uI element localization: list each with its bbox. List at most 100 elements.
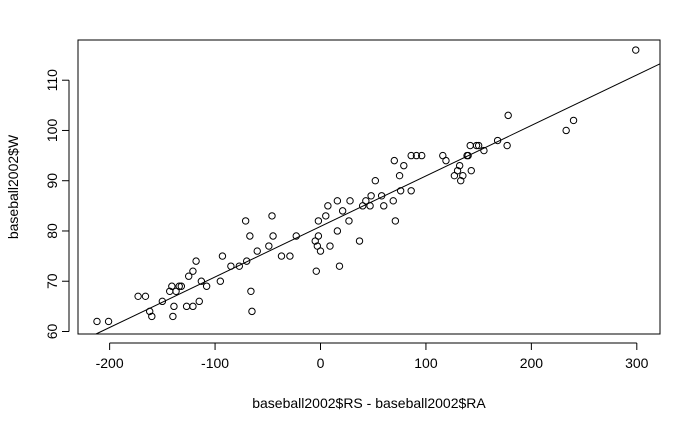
data-point [189, 267, 197, 275]
data-point [312, 267, 320, 275]
x-tick-label: -200 [96, 355, 124, 371]
data-point [246, 232, 254, 240]
x-tick-label: -100 [201, 355, 229, 371]
data-point [218, 252, 227, 260]
data-point [242, 257, 251, 265]
regression-line-layer [95, 63, 661, 335]
data-point [93, 317, 101, 326]
data-point [480, 146, 488, 155]
data-point [145, 307, 154, 316]
data-point [253, 247, 261, 255]
data-point [322, 212, 330, 220]
data-point [377, 192, 386, 200]
x-axis: -200 -100 0 100 200 300 [96, 342, 649, 371]
data-point [464, 151, 472, 160]
data-point [235, 262, 244, 270]
data-point [170, 302, 178, 311]
regression-line [95, 63, 661, 335]
data-point [562, 126, 570, 135]
data-point [202, 282, 211, 290]
data-point [227, 262, 235, 270]
data-point [335, 262, 344, 270]
y-tick-label: 110 [44, 69, 60, 92]
data-point [314, 217, 323, 225]
plot-frame [77, 39, 661, 335]
data-point [362, 197, 370, 205]
data-point [390, 156, 399, 165]
y-tick-label: 60 [44, 323, 60, 339]
data-point [168, 282, 176, 290]
data-point [418, 151, 426, 160]
data-point [407, 151, 415, 160]
data-point [265, 242, 273, 250]
data-point [474, 141, 483, 150]
data-point [396, 187, 405, 195]
data-point [367, 192, 375, 200]
data-point [389, 197, 397, 205]
x-tick-label: 0 [317, 355, 325, 371]
data-point [182, 302, 191, 311]
data-point [472, 141, 481, 150]
y-axis-title: baseball2002$W [5, 134, 21, 239]
data-point [169, 312, 177, 321]
data-point [158, 297, 167, 306]
data-point [504, 111, 512, 120]
data-point [569, 116, 578, 125]
data-point [455, 161, 464, 170]
data-point [391, 217, 400, 225]
x-tick-label: 100 [414, 355, 438, 371]
data-point [333, 197, 342, 205]
data-point [324, 202, 332, 210]
data-point [345, 217, 353, 225]
data-point [247, 287, 255, 295]
data-point [371, 177, 380, 185]
x-axis-title: baseball2002$RS - baseball2002$RA [252, 395, 486, 411]
data-point [277, 252, 286, 260]
data-point [177, 282, 186, 290]
data-point [457, 177, 465, 185]
data-points-layer [93, 46, 640, 326]
data-point [195, 297, 203, 306]
data-point [412, 151, 421, 160]
data-point [493, 136, 502, 145]
data-point [192, 257, 200, 265]
data-point [141, 292, 150, 301]
data-point [338, 207, 347, 215]
data-point [453, 166, 462, 175]
data-point [355, 237, 364, 245]
data-point [268, 212, 276, 220]
data-point [134, 292, 142, 301]
data-point [366, 202, 374, 210]
data-point [175, 282, 183, 290]
data-point [467, 166, 475, 175]
data-point [346, 197, 354, 205]
data-point [185, 272, 193, 280]
data-point [314, 232, 323, 240]
data-point [316, 247, 325, 255]
data-point [459, 171, 467, 180]
data-point [104, 317, 113, 326]
y-tick-label: 100 [44, 119, 60, 143]
data-point [503, 141, 511, 150]
data-point [248, 307, 256, 316]
data-point [400, 161, 408, 170]
data-point [442, 156, 450, 165]
x-tick-label: 200 [520, 355, 544, 371]
data-point [148, 312, 156, 321]
data-point [269, 232, 277, 240]
data-point [395, 171, 404, 180]
y-tick-label: 90 [44, 173, 60, 189]
y-tick-label: 70 [44, 273, 60, 289]
y-tick-label: 80 [44, 223, 60, 239]
data-point [380, 202, 388, 210]
data-point [292, 232, 300, 240]
data-point [326, 242, 334, 250]
data-point [189, 302, 197, 311]
x-tick-label: 300 [625, 355, 649, 371]
data-point [407, 187, 415, 195]
data-point [216, 277, 225, 285]
data-point [241, 217, 250, 225]
y-axis: 60 70 80 90 100 110 [44, 69, 70, 339]
data-point [333, 227, 342, 235]
